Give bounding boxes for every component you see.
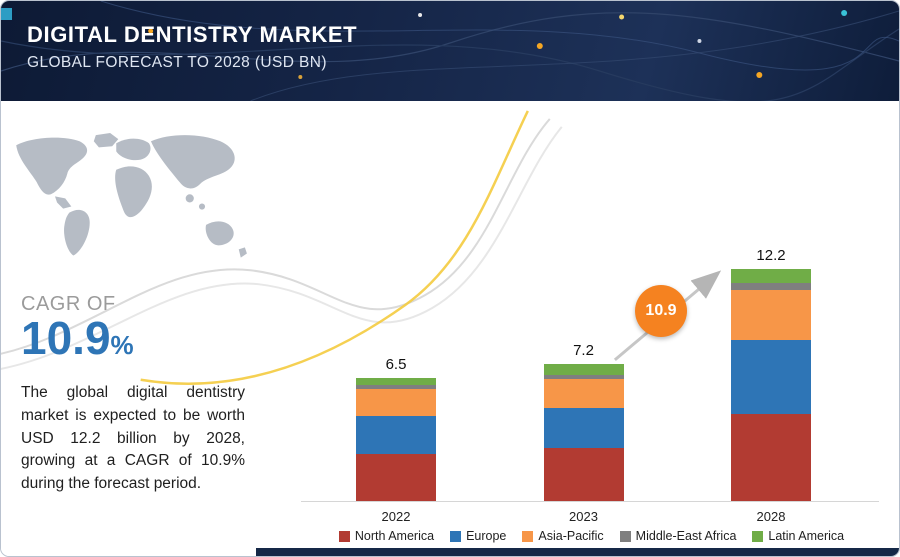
legend-item-latin-america: Latin America (752, 529, 844, 543)
bar-column-2028: 12.2 2028 (731, 247, 811, 524)
market-description: The global digital dentistry market is e… (21, 384, 245, 493)
legend-swatch (450, 530, 462, 542)
legend-label: North America (354, 529, 435, 543)
legend-swatch (752, 530, 764, 542)
legend-label: Latin America (768, 529, 845, 543)
bar-column-2023: 7.2 2023 (543, 342, 624, 524)
bar-segment-latin-america (543, 364, 624, 375)
bar-total-label: 6.5 (385, 355, 407, 373)
bar-stack (356, 377, 436, 501)
content-body: CAGR OF 10.9% The global digital dentist… (1, 101, 899, 556)
network-decoration (1, 1, 899, 101)
legend-item-asia-pacific: Asia-Pacific (522, 529, 604, 543)
bar-segment-asia-pacific (731, 290, 811, 340)
x-axis-label: 2022 (381, 509, 411, 524)
page-subtitle: GLOBAL FORECAST TO 2028 (USD BN) (27, 54, 327, 71)
chart-area: 6.5 2022 7.2 2023 12.2 2028 10.9 North Americ… (256, 101, 899, 556)
bar-segment-latin-america (356, 377, 436, 386)
page-title: DIGITAL DENTISTRY MARKET (27, 22, 358, 47)
bar-total-label: 12.2 (756, 247, 786, 265)
bar-segment-middle-east-africa (356, 385, 436, 389)
footer-accent-bar (256, 548, 899, 556)
growth-badge: 10.9 (635, 285, 687, 337)
legend-item-north-america: North America (338, 529, 435, 543)
legend-label: Europe (466, 529, 507, 543)
bar-stack (543, 364, 624, 501)
cagr-number: 10.9 (21, 312, 111, 364)
bar-total-label: 7.2 (573, 342, 594, 360)
bar-stack (731, 269, 811, 501)
legend-label: Middle-East Africa (635, 529, 737, 543)
world-map (16, 133, 247, 258)
legend-label: Asia-Pacific (538, 529, 604, 543)
bar-segment-north-america (543, 447, 624, 501)
legend-swatch (619, 530, 631, 542)
legend-item-middle-east-africa: Middle-East Africa (619, 529, 737, 543)
bar-segment-middle-east-africa (543, 374, 624, 380)
x-axis-label: 2023 (569, 509, 598, 524)
bar-column-2022: 6.5 2022 (356, 355, 436, 524)
cagr-percent-sign: % (110, 330, 134, 360)
bar-segment-asia-pacific (543, 379, 624, 408)
growth-badge-value: 10.9 (645, 302, 677, 319)
legend-swatch (522, 530, 534, 542)
stacked-bar-chart: 6.5 2022 7.2 2023 12.2 2028 (301, 202, 879, 524)
bar-segment-latin-america (731, 269, 811, 283)
bar-segment-europe (356, 415, 436, 454)
bar-segment-europe (731, 339, 811, 414)
bar-segment-north-america (731, 413, 811, 501)
header-banner: DIGITAL DENTISTRY MARKET GLOBAL FORECAST… (1, 1, 899, 101)
sidebar: CAGR OF 10.9% The global digital dentist… (1, 101, 256, 556)
x-axis-label: 2028 (756, 509, 786, 524)
bar-segment-asia-pacific (356, 388, 436, 416)
legend-swatch (338, 530, 350, 542)
corner-accent (1, 8, 12, 20)
legend-item-europe: Europe (450, 529, 506, 543)
cagr-value: 10.9% (21, 313, 134, 364)
bar-segment-middle-east-africa (731, 282, 811, 291)
bar-segment-north-america (356, 453, 436, 501)
bar-segment-europe (543, 407, 624, 448)
chart-legend: North America Europe Asia-Pacific Middle-Ea… (284, 529, 899, 543)
